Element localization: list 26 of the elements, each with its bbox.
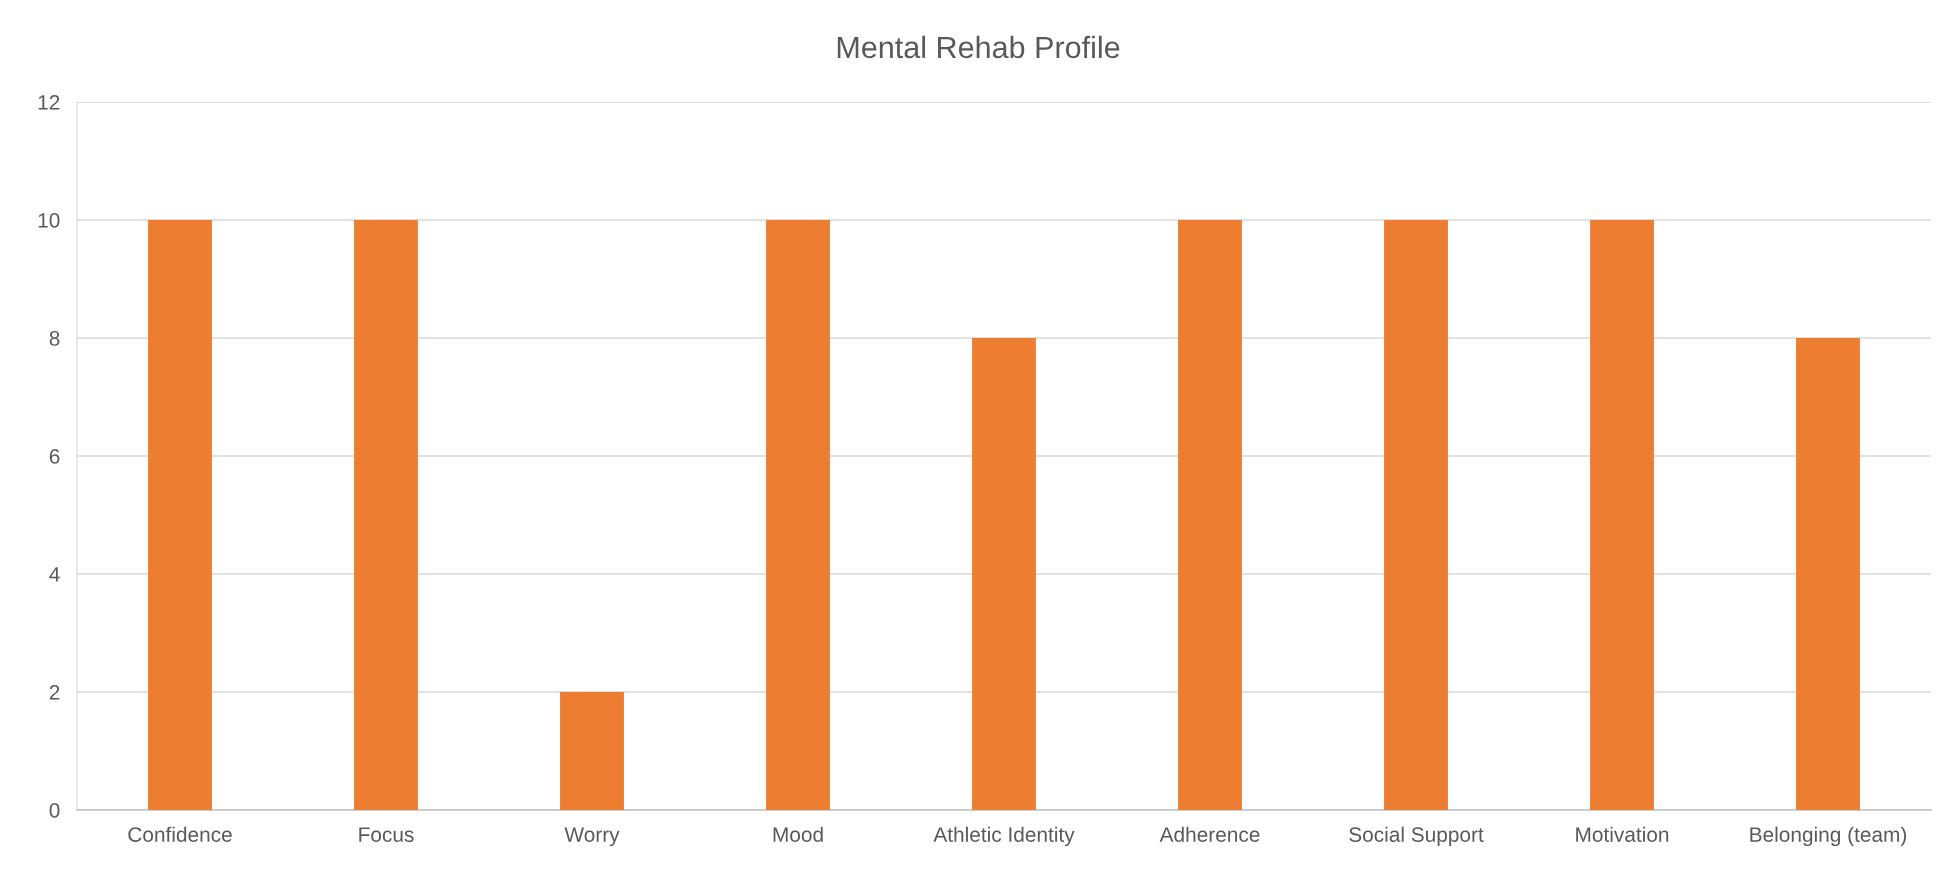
y-tick-label: 4: [49, 567, 60, 582]
bar: [972, 338, 1036, 810]
y-tick-label: 12: [38, 95, 60, 110]
y-tick-label: 8: [49, 331, 60, 346]
y-tick-label: 6: [49, 449, 60, 464]
x-tick-label: Worry: [564, 827, 620, 847]
chart-title: Mental Rehab Profile: [837, 35, 1120, 59]
y-tick-label: 2: [49, 685, 60, 700]
x-tick-label: Motivation: [1576, 826, 1669, 842]
bar: [1590, 220, 1654, 810]
bar: [354, 220, 418, 810]
x-tick-label: Adherence: [1159, 826, 1260, 842]
bar: [1796, 338, 1860, 810]
y-tick-label: 0: [49, 803, 60, 818]
x-tick-label: Focus: [359, 827, 414, 842]
x-tick-label: Social Support: [1349, 826, 1484, 847]
bar: [560, 692, 624, 810]
x-tick-label: Confidence: [128, 826, 232, 842]
bar: [1178, 220, 1242, 810]
bar: [148, 220, 212, 810]
x-tick-label: Belonging (team): [1750, 826, 1907, 847]
x-tick-label: Mood: [773, 826, 823, 842]
bar: [766, 220, 830, 810]
bar: [1384, 220, 1448, 810]
x-tick-label: Athletic Identity: [933, 826, 1075, 847]
y-tick-label: 10: [38, 213, 60, 228]
